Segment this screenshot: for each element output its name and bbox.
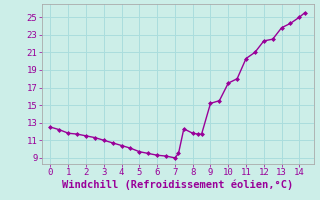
X-axis label: Windchill (Refroidissement éolien,°C): Windchill (Refroidissement éolien,°C)	[62, 180, 293, 190]
